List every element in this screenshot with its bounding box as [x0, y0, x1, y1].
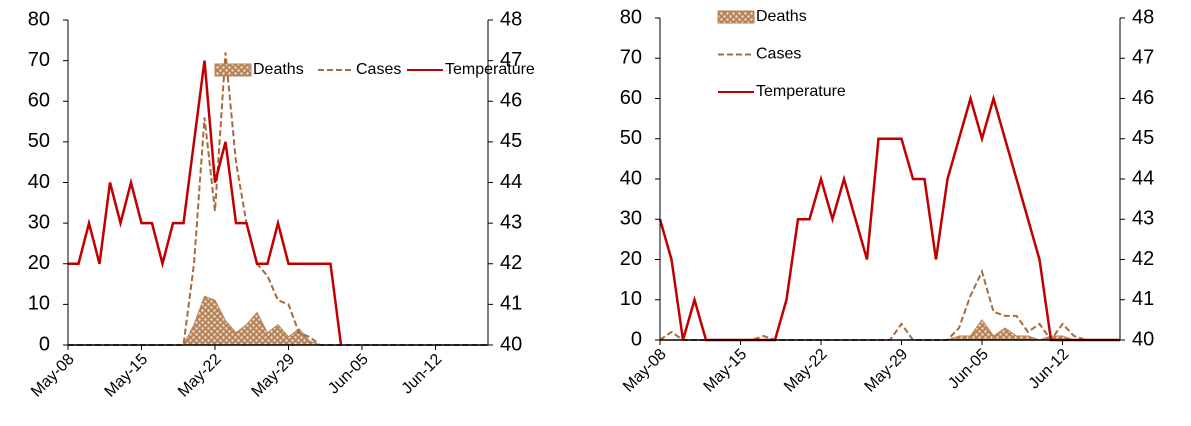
- y-tick-label: 80: [28, 8, 50, 30]
- y2-tick-label: 45: [1132, 127, 1154, 149]
- y2-tick-label: 46: [1132, 87, 1154, 109]
- x-tick-label: May-15: [102, 351, 152, 401]
- x-tick-label: May-22: [175, 351, 225, 401]
- line: [68, 52, 488, 346]
- legend-label: Deaths: [756, 8, 807, 25]
- y2-tick-label: 40: [500, 333, 522, 355]
- x-tick-label: Jun-12: [1026, 346, 1073, 393]
- line: [68, 60, 343, 346]
- y2-tick-label: 41: [500, 293, 522, 315]
- y-tick-label: 70: [28, 49, 50, 71]
- y-tick-label: 0: [631, 328, 642, 350]
- x-tick-label: Jun-05: [325, 351, 372, 398]
- y-tick-label: 50: [28, 130, 50, 152]
- y-tick-label: 40: [28, 171, 50, 193]
- x-tick-label: May-29: [249, 351, 299, 401]
- y-tick-label: 30: [28, 211, 50, 233]
- y-tick-label: 0: [39, 333, 50, 355]
- y-tick-label: 70: [620, 47, 642, 69]
- y2-tick-label: 42: [1132, 248, 1154, 270]
- legend-label: Temperature: [756, 83, 846, 100]
- y-tick-label: 80: [620, 6, 642, 28]
- y-tick-label: 20: [620, 248, 642, 270]
- y-tick-label: 60: [28, 90, 50, 112]
- legend-swatch: [214, 63, 252, 77]
- y2-tick-label: 45: [500, 130, 522, 152]
- y2-tick-label: 42: [500, 252, 522, 274]
- y2-tick-label: 48: [1132, 6, 1154, 28]
- y-tick-label: 10: [28, 293, 50, 315]
- legend-label: Cases: [756, 46, 801, 63]
- x-tick-label: Jun-12: [399, 351, 446, 398]
- legend-swatch: [717, 10, 755, 24]
- x-tick-label: May-15: [701, 346, 751, 396]
- y2-tick-label: 47: [1132, 47, 1154, 69]
- y2-tick-label: 44: [1132, 167, 1154, 189]
- x-tick-label: May-08: [620, 346, 670, 396]
- line: [659, 268, 1120, 342]
- y2-tick-label: 40: [1132, 328, 1154, 350]
- y-tick-label: 60: [620, 87, 642, 109]
- y2-tick-label: 41: [1132, 288, 1154, 310]
- y2-tick-label: 48: [500, 8, 522, 30]
- x-tick-label: Jun-05: [945, 346, 992, 393]
- y2-tick-label: 46: [500, 90, 522, 112]
- legend-label: Cases: [356, 61, 401, 78]
- y-tick-label: 50: [620, 127, 642, 149]
- y2-tick-label: 44: [500, 171, 522, 193]
- y-tick-label: 30: [620, 208, 642, 230]
- y2-tick-label: 43: [1132, 208, 1154, 230]
- x-tick-label: May-08: [28, 351, 78, 401]
- x-tick-label: May-22: [781, 346, 831, 396]
- line: [658, 93, 1120, 342]
- legend-label: Temperature: [445, 61, 535, 78]
- legend-label: Deaths: [253, 61, 304, 78]
- y-tick-label: 10: [620, 288, 642, 310]
- y-tick-label: 40: [620, 167, 642, 189]
- x-tick-label: May-29: [862, 346, 912, 396]
- area: [68, 295, 488, 346]
- y2-tick-label: 47: [500, 49, 522, 71]
- y2-tick-label: 43: [500, 211, 522, 233]
- y-tick-label: 20: [28, 252, 50, 274]
